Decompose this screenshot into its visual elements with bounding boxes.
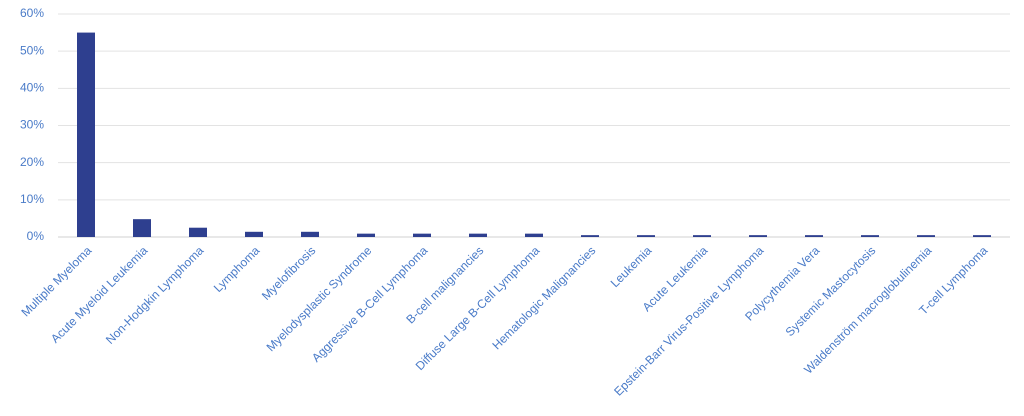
y-tick-label: 0% bbox=[27, 229, 45, 243]
bar bbox=[133, 219, 151, 237]
y-tick-label: 30% bbox=[20, 118, 44, 132]
bar bbox=[77, 32, 95, 238]
x-tick-label: Lymphoma bbox=[211, 243, 263, 295]
x-tick-label: Myelofibrosis bbox=[259, 243, 318, 302]
y-tick-label: 60% bbox=[20, 6, 44, 20]
x-tick-label: Hematologic Malignancies bbox=[489, 243, 598, 352]
bar bbox=[861, 235, 879, 237]
bar bbox=[805, 235, 823, 237]
x-tick-label: Myelodysplastic Syndrome bbox=[264, 243, 375, 354]
bar bbox=[917, 235, 935, 237]
bar bbox=[581, 235, 599, 237]
bar bbox=[189, 227, 207, 237]
bar bbox=[301, 231, 319, 237]
y-tick-label: 20% bbox=[20, 155, 44, 169]
y-tick-label: 40% bbox=[20, 81, 44, 95]
bar bbox=[637, 235, 655, 237]
y-tick-label: 10% bbox=[20, 192, 44, 206]
x-tick-label: Aggressive B-Cell Lymphoma bbox=[309, 243, 431, 365]
y-tick-label: 50% bbox=[20, 43, 44, 57]
x-tick-label: Acute Myeloid Leukemia bbox=[48, 243, 151, 346]
bar bbox=[469, 233, 487, 237]
x-tick-label: Leukemia bbox=[608, 243, 655, 290]
bar bbox=[245, 231, 263, 237]
bar bbox=[525, 233, 543, 237]
bar bbox=[413, 233, 431, 237]
bar bbox=[973, 235, 991, 237]
bar bbox=[357, 233, 375, 237]
x-tick-label: Non-Hodgkin Lymphoma bbox=[103, 243, 207, 347]
bar bbox=[749, 235, 767, 237]
bar bbox=[693, 235, 711, 237]
